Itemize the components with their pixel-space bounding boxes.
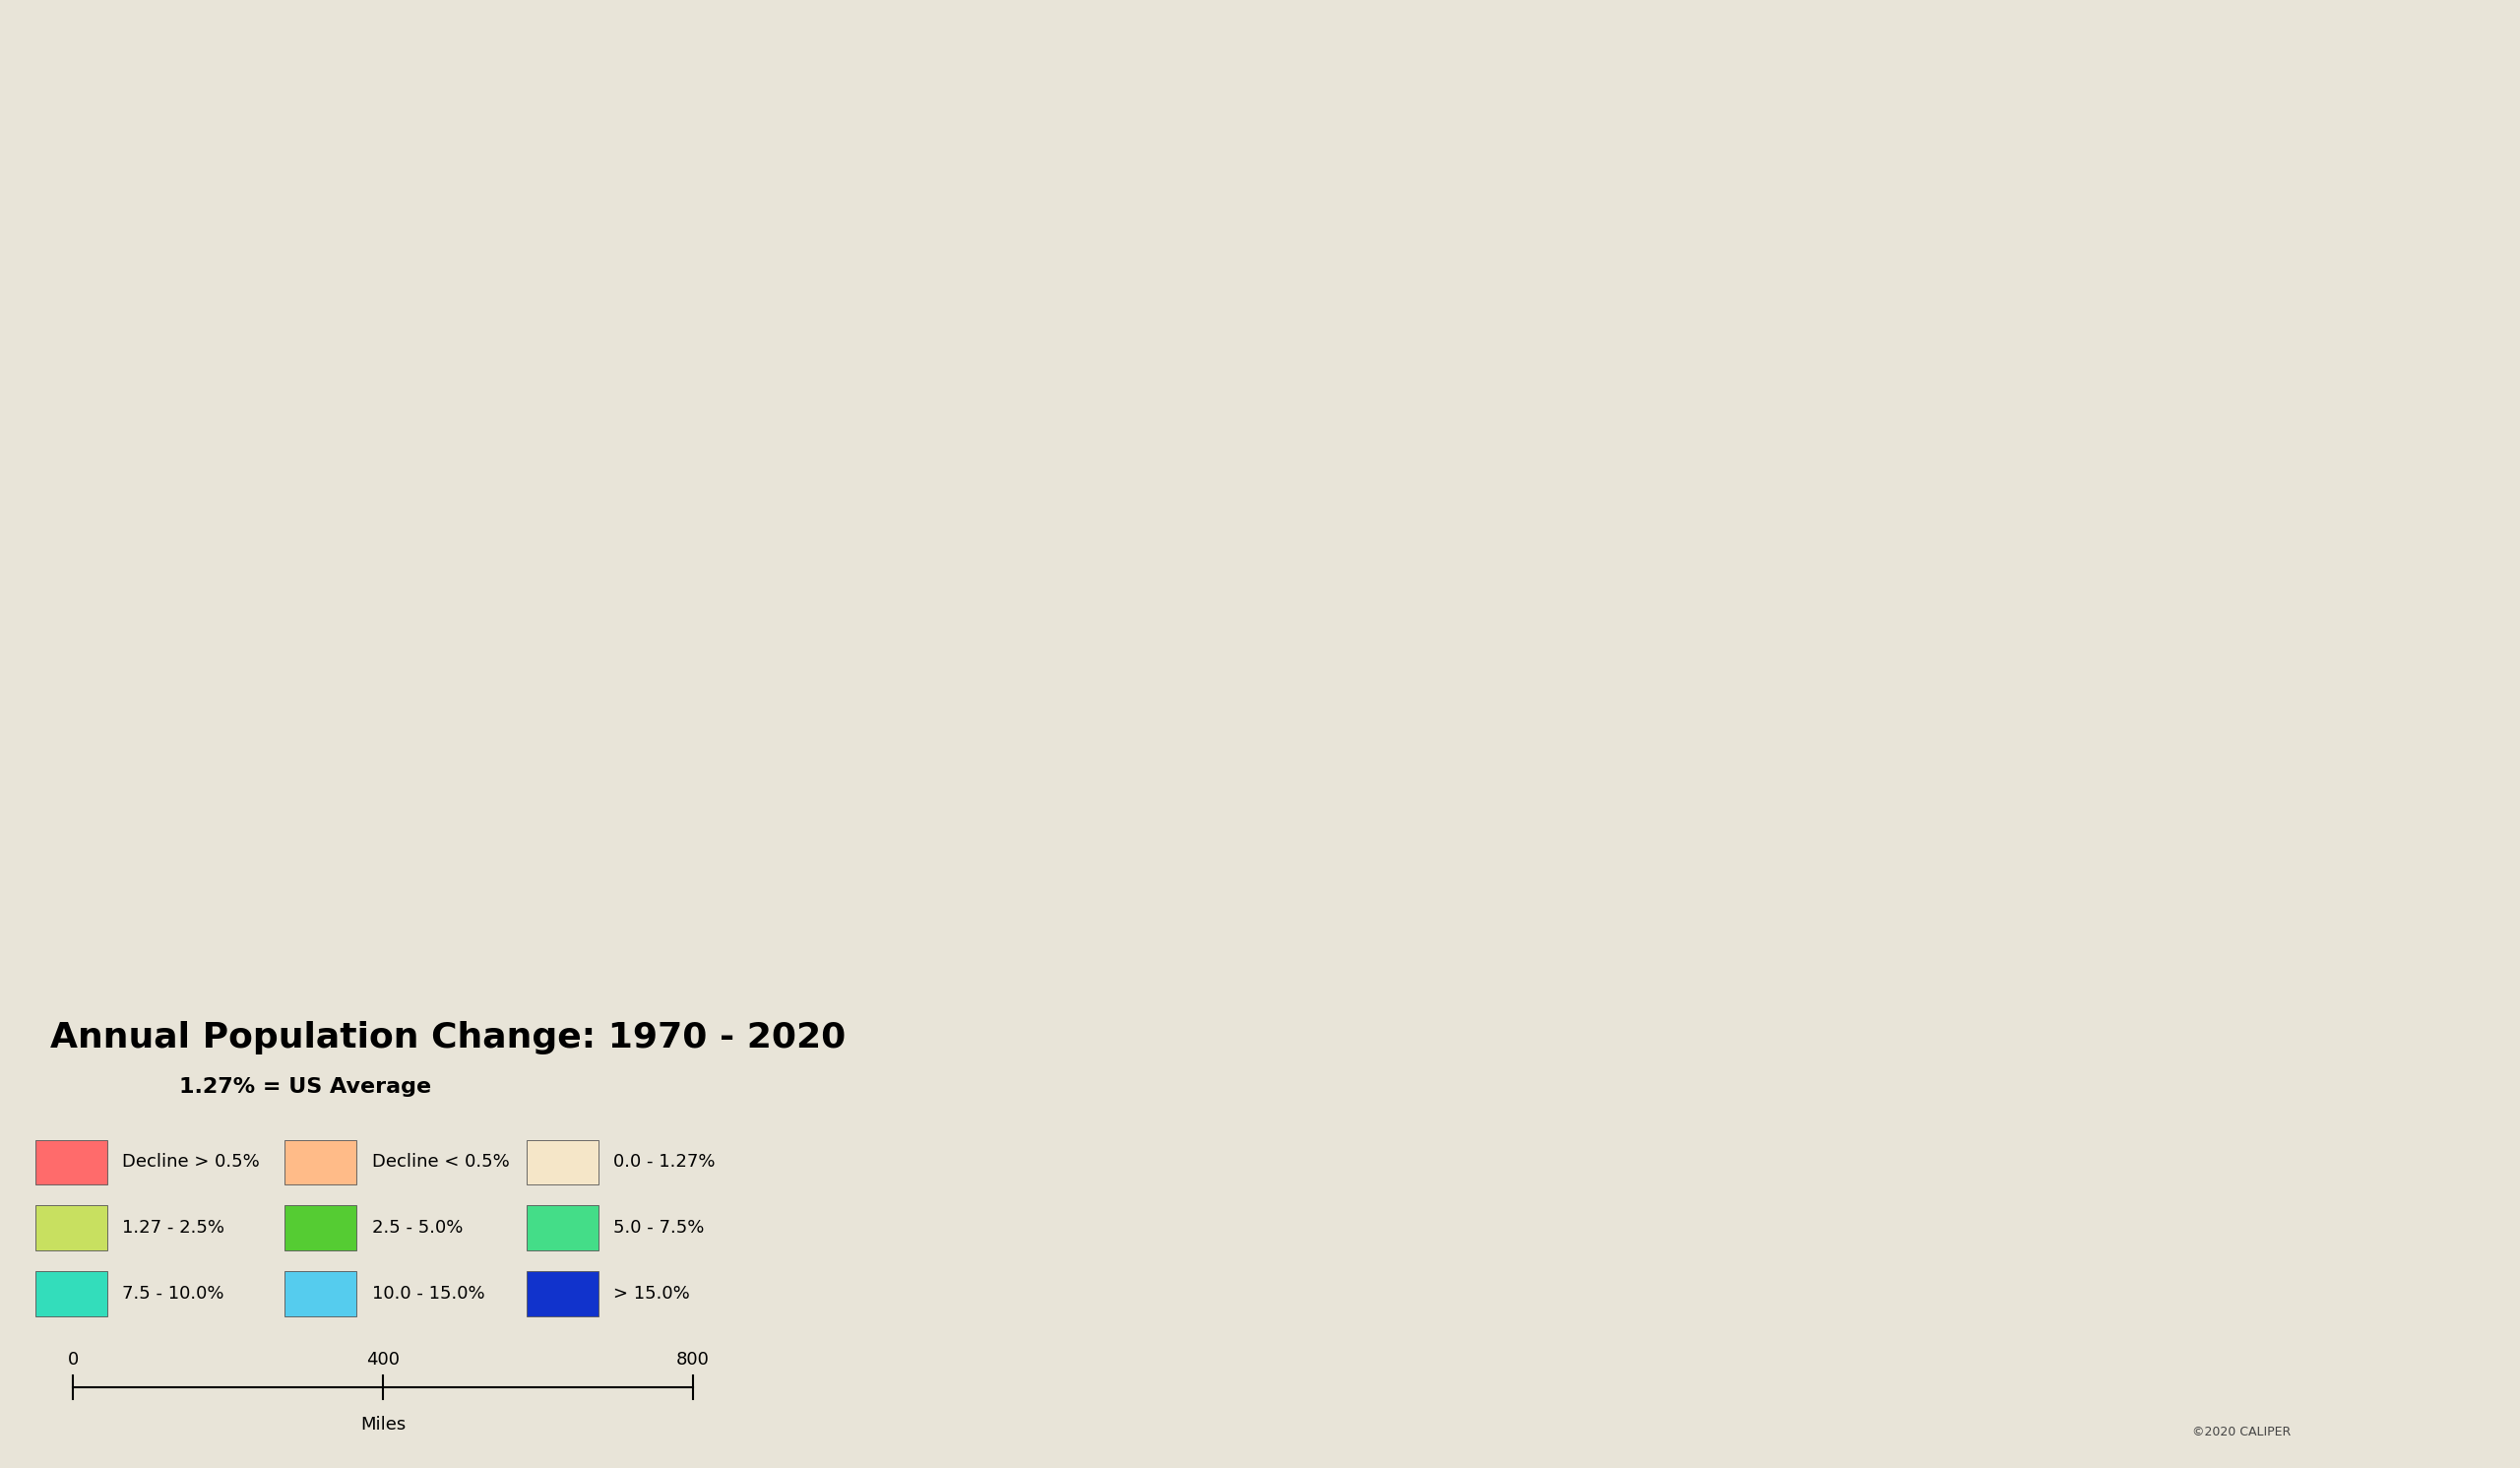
Text: ©2020 CALIPER: ©2020 CALIPER xyxy=(2192,1425,2291,1439)
